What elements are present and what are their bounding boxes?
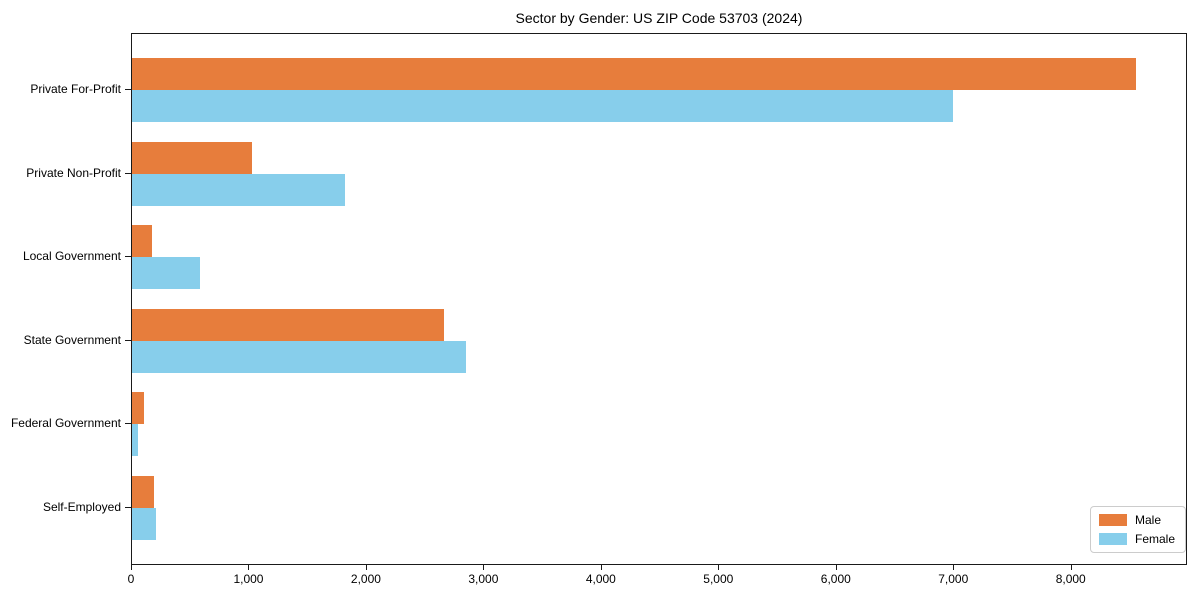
bar-female-5: [132, 424, 139, 457]
bar-male-5: [132, 392, 145, 425]
bar-male-6: [132, 476, 155, 508]
x-tick-label: 2,000: [350, 572, 381, 586]
bar-male-3: [132, 225, 152, 258]
y-tick-mark: [125, 172, 131, 174]
chart-title: Sector by Gender: US ZIP Code 53703 (202…: [515, 10, 803, 26]
legend-swatch-male: [1098, 514, 1127, 526]
y-category-label: Federal Government: [10, 416, 121, 431]
x-tick-mark: [718, 565, 720, 570]
y-tick-mark: [125, 507, 131, 508]
y-category-label: Private For-Profit: [30, 82, 121, 96]
bar-female-1: [132, 90, 954, 122]
bar-female-4: [132, 340, 467, 373]
y-category-label: Local Government: [22, 249, 121, 264]
legend-label: Female: [1134, 532, 1175, 546]
bar-female-6: [132, 508, 157, 540]
y-tick-mark: [125, 423, 131, 425]
plot-area: [131, 33, 1187, 565]
legend-item-female: Female: [1098, 532, 1175, 546]
legend-item-male: Male: [1098, 513, 1175, 527]
x-tick-label: 1,000: [233, 572, 264, 586]
x-tick-mark: [835, 565, 837, 570]
bar-male-4: [132, 308, 445, 341]
x-tick-label: 8,000: [1055, 572, 1086, 586]
legend: Male Female: [1089, 506, 1186, 553]
bar-female-3: [132, 257, 201, 290]
y-tick-mark: [125, 89, 131, 90]
bar-male-1: [132, 58, 1136, 90]
x-tick-label: 7,000: [938, 572, 969, 586]
x-tick-mark: [483, 565, 485, 570]
x-tick-label: 4,000: [585, 572, 616, 586]
x-tick-mark: [248, 565, 250, 570]
bar-male-2: [132, 141, 252, 174]
x-tick-mark: [131, 565, 132, 570]
y-category-label: State Government: [23, 332, 121, 347]
bar-female-2: [132, 173, 346, 206]
x-tick-label: 6,000: [820, 572, 851, 586]
y-category-label: Self-Employed: [42, 500, 121, 514]
legend-swatch-female: [1098, 533, 1127, 545]
y-tick-mark: [125, 256, 131, 258]
y-category-label: Private Non-Profit: [26, 165, 121, 180]
x-tick-mark: [953, 565, 955, 570]
x-tick-label: 5,000: [703, 572, 734, 586]
x-tick-mark: [600, 565, 602, 570]
x-tick-mark: [365, 565, 367, 570]
x-tick-mark: [1070, 565, 1072, 570]
legend-label: Male: [1134, 513, 1161, 527]
x-tick-label: 0: [127, 572, 135, 586]
x-tick-label: 3,000: [468, 572, 499, 586]
y-tick-mark: [125, 339, 131, 341]
